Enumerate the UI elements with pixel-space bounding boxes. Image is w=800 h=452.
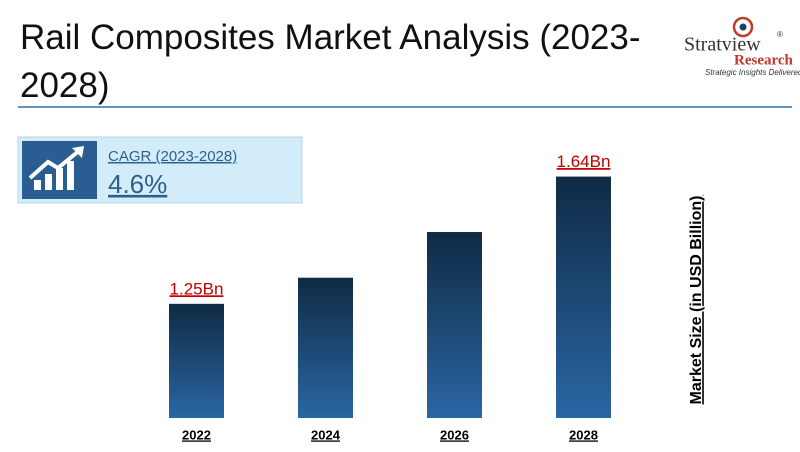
x-tick-label: 2022: [182, 427, 211, 442]
cagr-box: CAGR (2023-2028) 4.6%: [17, 136, 303, 204]
cagr-label: CAGR (2023-2028): [108, 148, 237, 165]
x-tick-label: 2028: [569, 427, 598, 442]
value-label: 1.25Bn: [170, 279, 224, 298]
value-label: 1.64Bn: [557, 152, 611, 171]
y-axis-label: Market Size (in USD Billion): [688, 196, 705, 405]
logo: Stratview ® Research Strategic Insights …: [684, 16, 800, 77]
bar: [427, 232, 482, 418]
brand-sub: Research: [734, 52, 794, 68]
brand-name: Stratview: [684, 34, 761, 56]
chart-title: Rail Composites Market Analysis (2023-20…: [20, 18, 641, 105]
cagr-value: 4.6%: [108, 169, 167, 199]
bar: [556, 176, 611, 418]
bar: [169, 303, 224, 418]
bar: [298, 277, 353, 418]
x-tick-label: 2024: [311, 427, 341, 442]
brand-mark: ®: [777, 30, 783, 39]
brand-tagline: Strategic Insights Delivered: [705, 68, 800, 77]
x-tick-label: 2026: [440, 427, 469, 442]
